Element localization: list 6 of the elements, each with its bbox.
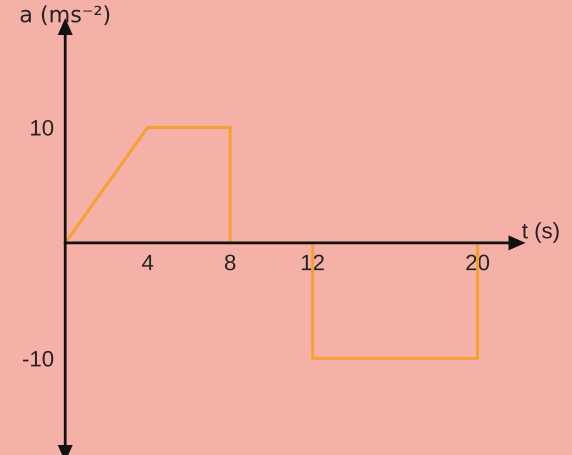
x-tick-label: 8 — [224, 254, 236, 270]
y-tick-label: 10 — [31, 120, 54, 136]
x-axis-title: t (s) — [522, 222, 559, 243]
y-tick-label: -10 — [22, 350, 54, 367]
y-axis-title: a (ms⁻²) — [20, 5, 110, 26]
x-tick-label: 4 — [142, 254, 154, 270]
